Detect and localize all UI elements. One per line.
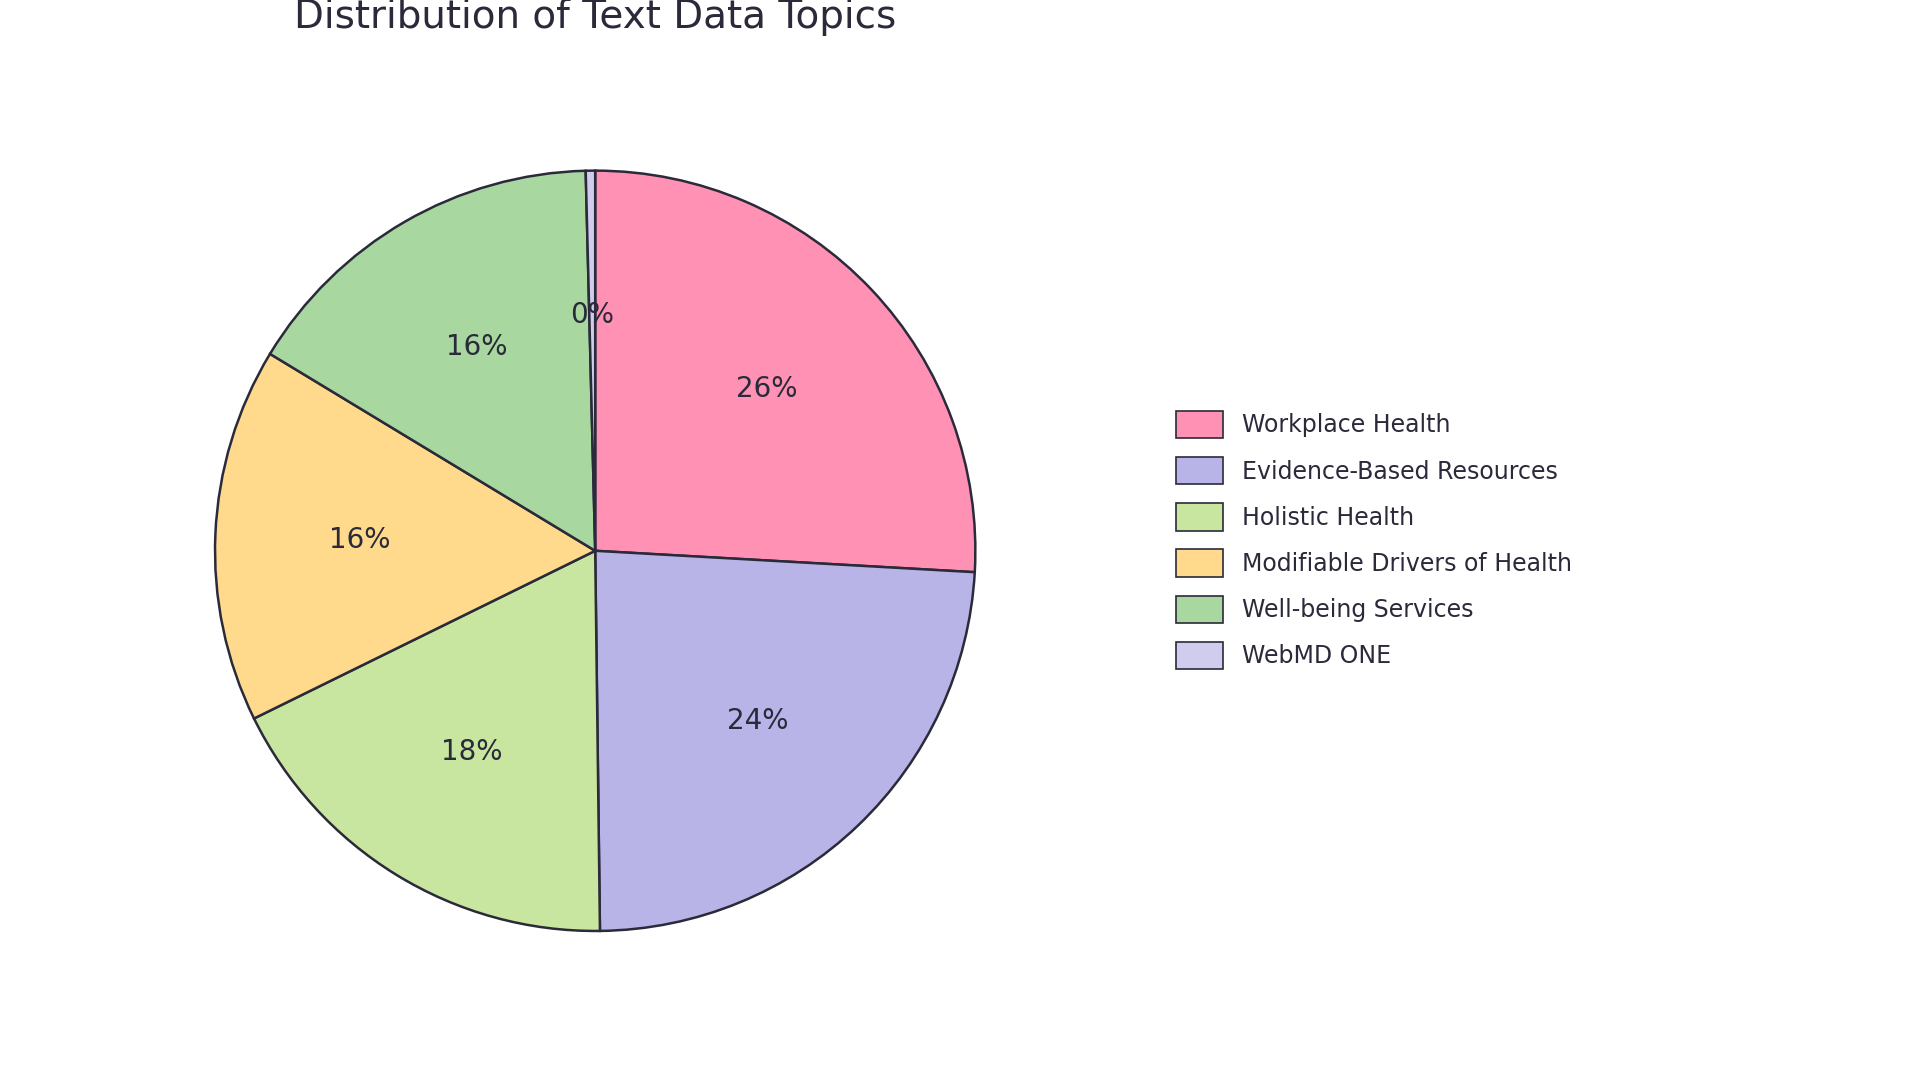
- Text: 16%: 16%: [328, 526, 390, 554]
- Wedge shape: [253, 551, 599, 931]
- Text: 18%: 18%: [442, 738, 503, 766]
- Wedge shape: [595, 551, 975, 931]
- Wedge shape: [215, 354, 595, 718]
- Text: 16%: 16%: [445, 333, 507, 361]
- Legend: Workplace Health, Evidence-Based Resources, Holistic Health, Modifiable Drivers : Workplace Health, Evidence-Based Resourc…: [1164, 400, 1584, 680]
- Wedge shape: [586, 171, 595, 551]
- Title: Distribution of Text Data Topics: Distribution of Text Data Topics: [294, 0, 897, 36]
- Wedge shape: [271, 171, 595, 551]
- Text: 26%: 26%: [735, 375, 797, 403]
- Text: 0%: 0%: [570, 301, 614, 329]
- Text: 24%: 24%: [728, 707, 789, 735]
- Wedge shape: [595, 171, 975, 572]
